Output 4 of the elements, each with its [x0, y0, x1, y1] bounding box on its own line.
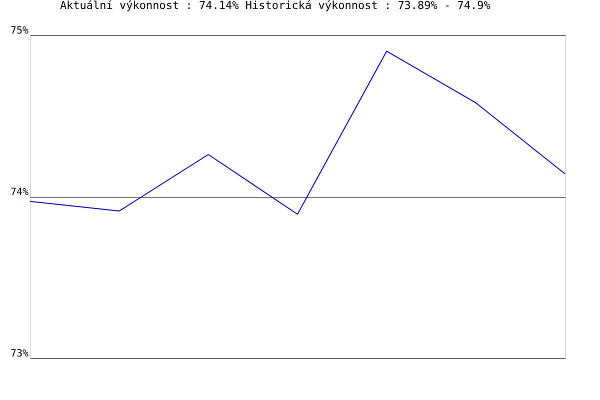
y-tick-label: 73% [10, 348, 28, 360]
chart-title: Aktuální výkonnost : 74.14% Historická výkonnost : 73.89% - 74.9% [60, 0, 491, 12]
y-tick-label: 74% [10, 187, 28, 198]
y-tick-label: 75% [10, 26, 28, 36]
